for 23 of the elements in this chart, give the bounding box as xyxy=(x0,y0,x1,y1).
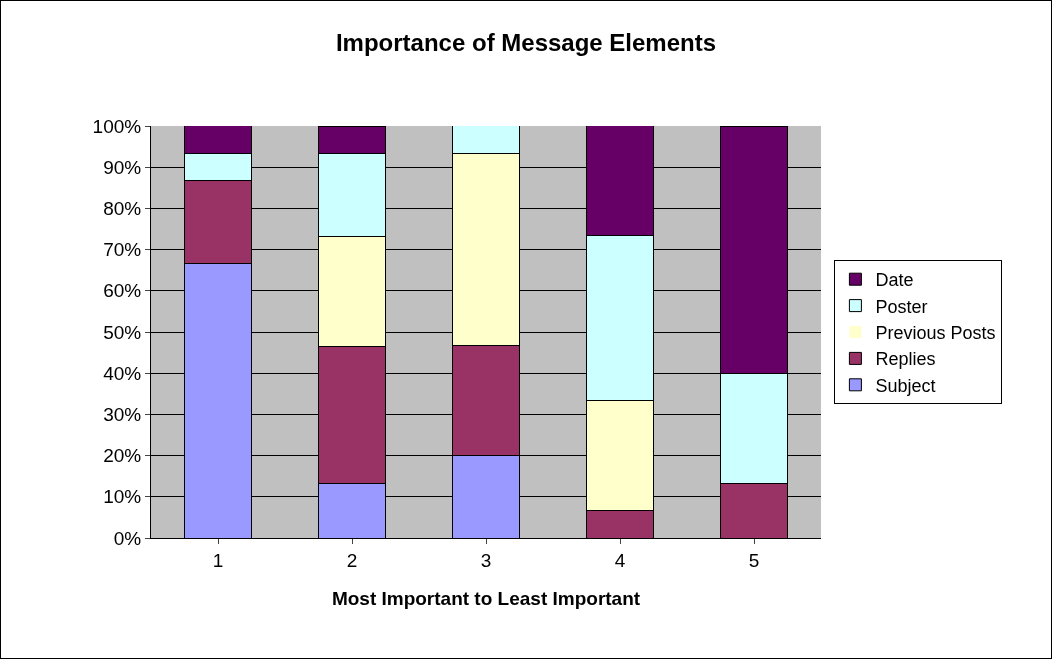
y-tick-label: 20% xyxy=(103,445,142,467)
y-tick-label: 30% xyxy=(103,404,142,426)
y-tick-label: 50% xyxy=(103,321,142,343)
y-tick-label: 80% xyxy=(103,198,142,220)
x-tick-label: 2 xyxy=(346,549,358,571)
chart-title: Importance of Message Elements xyxy=(335,28,717,56)
y-tick-label: 70% xyxy=(103,239,142,261)
x-tick-label: 3 xyxy=(480,549,492,571)
x-tick-label: 4 xyxy=(614,549,626,571)
x-axis-title: Most Important to Least Important xyxy=(331,588,641,609)
y-tick-label: 0% xyxy=(113,527,142,549)
x-tick-label: 1 xyxy=(212,549,224,571)
legend-label: Poster xyxy=(875,296,928,317)
y-tick-label: 90% xyxy=(103,156,142,178)
y-tick-label: 60% xyxy=(103,280,142,302)
x-tick-label: 5 xyxy=(748,549,760,571)
legend-label: Subject xyxy=(875,375,936,396)
legend-label: Date xyxy=(875,270,914,291)
y-tick-label: 40% xyxy=(103,362,142,384)
y-tick-label: 10% xyxy=(103,486,142,508)
y-tick-label: 100% xyxy=(92,115,142,137)
legend-label: Previous Posts xyxy=(875,323,996,344)
legend-label: Replies xyxy=(875,349,936,370)
